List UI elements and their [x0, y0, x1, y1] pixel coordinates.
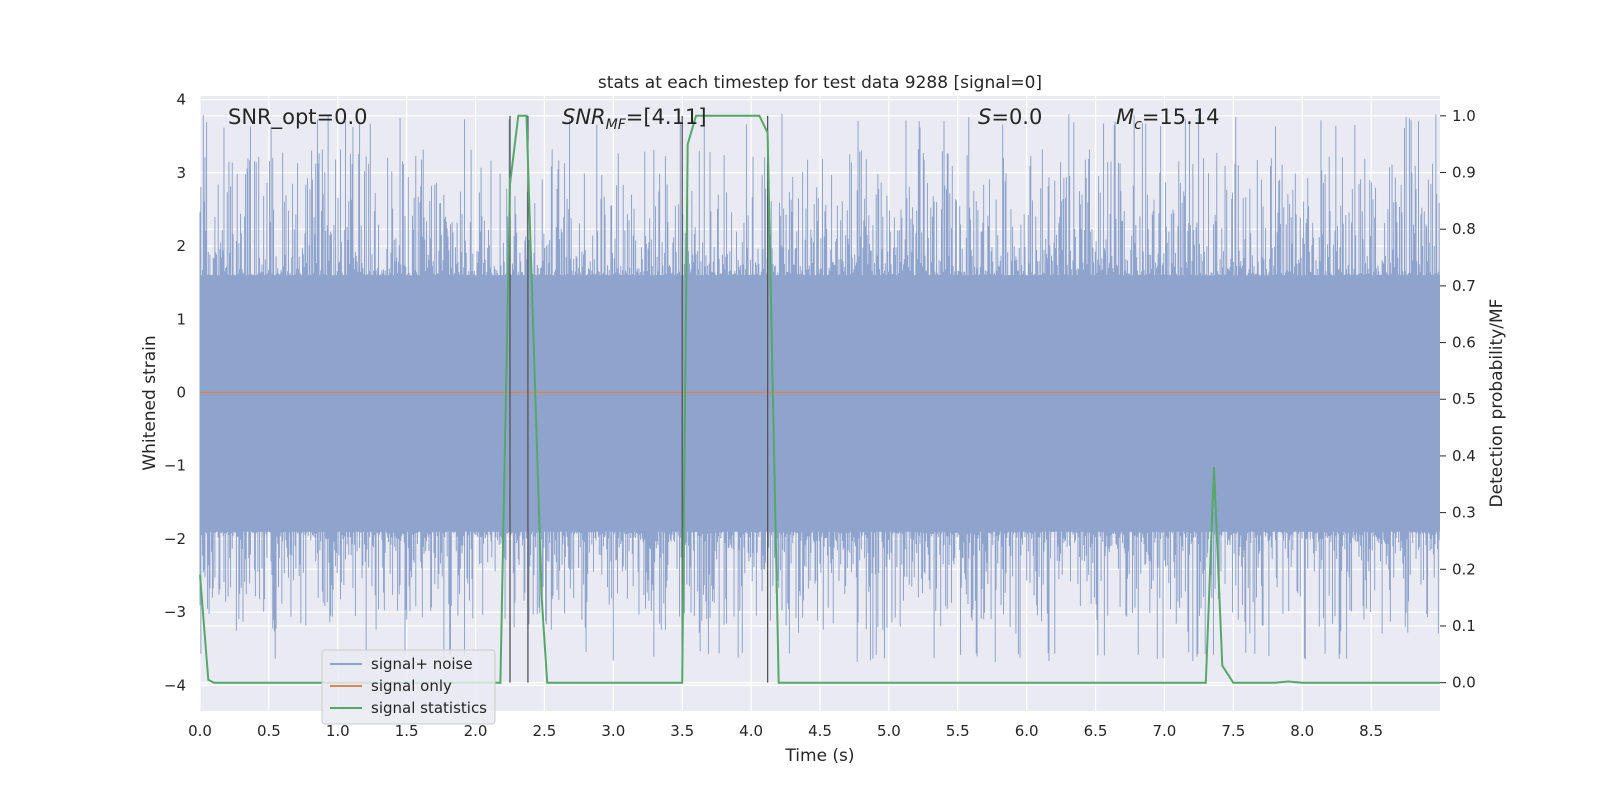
x-tick-labels: 0.0 0.5 1.0 1.5 2.0 2.5 3.0 3.5 4.0 4.5 5.0 5.5 6.0 6…	[188, 722, 1383, 740]
snr-mf-value: =[4.11]	[626, 105, 707, 129]
y-tick-label: 2	[176, 237, 186, 255]
y-tick-label: −4	[164, 676, 186, 694]
y2-tick-label: 0.9	[1452, 164, 1476, 182]
y2-tick-label: 0.5	[1452, 390, 1476, 408]
x-tick-label: 6.0	[1015, 722, 1039, 740]
y-tick-label: 4	[176, 91, 186, 109]
x-tick-label: 1.5	[395, 722, 419, 740]
y2-axis-label: Detection probability/MF	[1487, 299, 1507, 508]
legend-label-noise: signal+ noise	[371, 655, 473, 673]
y-tick-label: 3	[176, 164, 186, 182]
y2-tick-label: 0.0	[1452, 674, 1476, 692]
s-value: =0.0	[991, 105, 1042, 129]
snr-mf-main: SNR	[562, 105, 606, 129]
x-tick-label: 0.0	[188, 722, 212, 740]
x-tick-label: 7.5	[1221, 722, 1245, 740]
y2-tick-label: 0.7	[1452, 277, 1476, 295]
chart-title: stats at each timestep for test data 928…	[598, 73, 1042, 93]
legend-label-statistics: signal statistics	[371, 699, 487, 717]
x-tick-label: 3.5	[670, 722, 694, 740]
legend-box	[321, 649, 496, 725]
y2-tick-label: 0.4	[1452, 447, 1476, 465]
x-tick-label: 7.0	[1153, 722, 1177, 740]
legend: signal+ noise signal only signal statist…	[321, 649, 496, 725]
y-tick-label: 1	[176, 310, 186, 328]
y-tick-label: 0	[176, 384, 186, 402]
y-axis-label: Whitened strain	[140, 335, 160, 470]
y2-tick-label: 0.6	[1452, 334, 1476, 352]
legend-label-signal-only: signal only	[371, 677, 452, 695]
y2-tick-label: 0.1	[1452, 617, 1476, 635]
x-tick-label: 2.0	[464, 722, 488, 740]
snr-mf-sub: MF	[606, 117, 627, 133]
x-tick-label: 8.5	[1359, 722, 1383, 740]
mc-main: M	[1116, 105, 1134, 129]
snr-opt-annotation: SNR_opt=0.0	[228, 105, 368, 130]
noise-series	[199, 113, 1440, 662]
y-tick-label: −2	[164, 530, 186, 548]
x-tick-label: 1.0	[326, 722, 350, 740]
x-tick-label: 0.5	[257, 722, 281, 740]
y2-tick-label: 1.0	[1452, 107, 1476, 125]
s-main: S	[978, 105, 991, 129]
s-annotation: S=0.0	[978, 105, 1042, 129]
y2-tick-label: 0.8	[1452, 220, 1476, 238]
mc-value: =15.14	[1142, 105, 1220, 129]
x-tick-label: 3.0	[601, 722, 625, 740]
x-tick-label: 5.0	[877, 722, 901, 740]
x-tick-label: 6.5	[1084, 722, 1108, 740]
x-axis-label: Time (s)	[784, 746, 854, 766]
x-tick-label: 5.5	[946, 722, 970, 740]
snr-mf-annotation: SNRMF=[4.11]	[562, 105, 707, 133]
mc-annotation: Mc=15.14	[1116, 105, 1220, 133]
y-tick-label: −3	[164, 603, 186, 621]
y-tick-label: −1	[164, 457, 186, 475]
signal-statistics-line	[199, 114, 1440, 684]
x-tick-label: 8.0	[1290, 722, 1314, 740]
y-tick-labels: 4 3 2 1 0 −1 −2 −3 −4	[164, 91, 186, 695]
y2-tick-label: 0.3	[1452, 504, 1476, 522]
x-tick-label: 4.0	[739, 722, 763, 740]
y2-tick-label: 0.2	[1452, 560, 1476, 578]
x-tick-label: 2.5	[533, 722, 557, 740]
mc-sub: c	[1134, 117, 1142, 133]
y2-tick-labels: 1.0 0.9 0.8 0.7 0.6 0.5 0.4 0.3 0.2 0.1 0.0	[1440, 107, 1476, 692]
x-tick-label: 4.5	[808, 722, 832, 740]
